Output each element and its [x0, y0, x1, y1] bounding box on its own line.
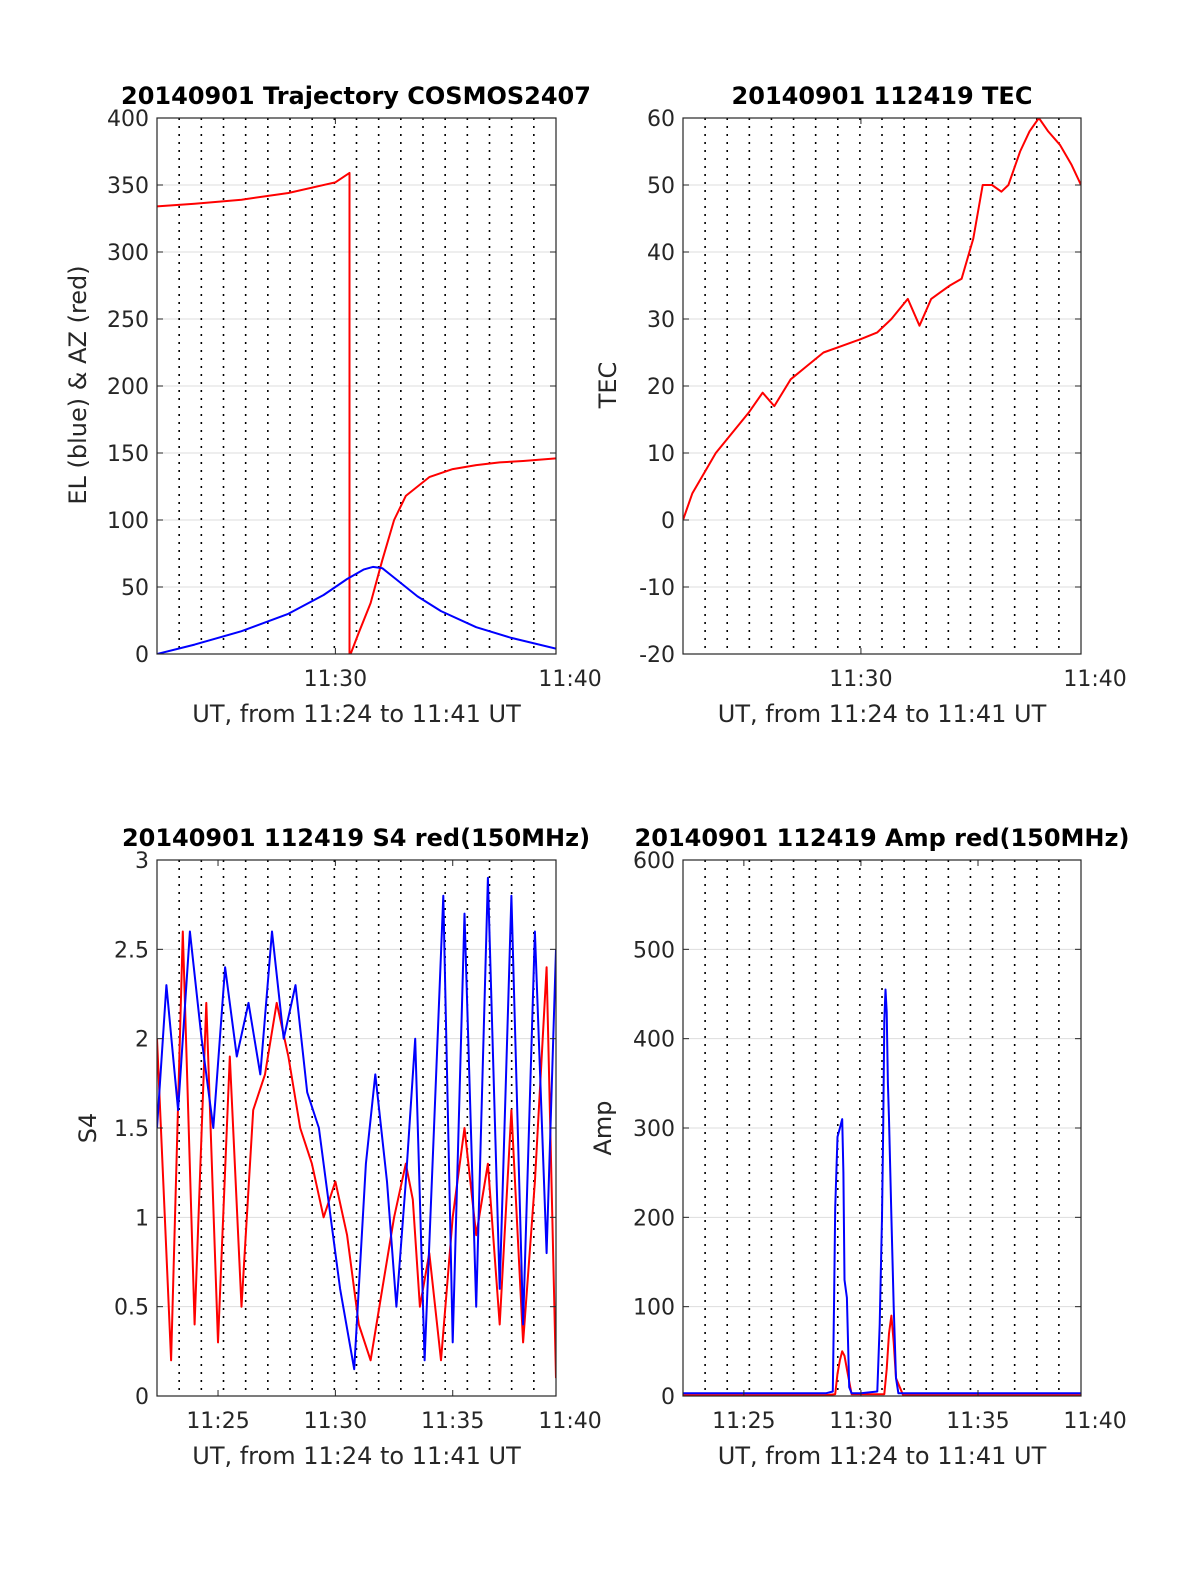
y-axis-label: S4: [74, 1113, 102, 1144]
x-axis-label: UT, from 11:24 to 11:41 UT: [192, 1442, 521, 1470]
x-tick-label: 11:30: [829, 1409, 892, 1434]
y-axis-label: TEC: [594, 362, 622, 410]
x-tick-label: 11:35: [946, 1409, 1009, 1434]
y-tick-label: 20: [647, 375, 675, 400]
x-tick-label: 11:25: [712, 1409, 775, 1434]
chart-s4: 0 0.5 1 1.5 2 2.5 3 11:25 11:30 11:35 11:40 2014090…: [74, 824, 602, 1470]
chart-title: 20140901 112419 TEC: [732, 82, 1033, 110]
y-tick-label: 300: [107, 241, 149, 266]
x-tick-label: 11:30: [829, 667, 892, 692]
chart-amp: 0 100 200 300 400 500 600 11:25 11:30 11:35 11:40 2…: [589, 824, 1129, 1470]
series-line-1: [157, 876, 556, 1371]
series-line-1: [683, 988, 1081, 1395]
x-tick-label: 11:30: [304, 1409, 367, 1434]
y-tick-label: 100: [107, 509, 149, 534]
chart-title: 20140901 112419 Amp red(150MHz): [635, 824, 1130, 852]
y-axis-label: EL (blue) & AZ (red): [64, 265, 92, 504]
y-tick-label: 0: [135, 1385, 149, 1410]
y-tick-label: 0.5: [114, 1296, 149, 1321]
y-tick-label: 100: [633, 1296, 675, 1321]
series-line-0: [683, 118, 1081, 521]
y-tick-label: 2: [135, 1028, 149, 1053]
y-tick-label: 400: [107, 107, 149, 132]
y-tick-label: 3: [135, 849, 149, 874]
series-line-0: [683, 1314, 1081, 1396]
y-tick-label: 50: [121, 576, 149, 601]
y-tick-label: 400: [633, 1028, 675, 1053]
x-axis-label: UT, from 11:24 to 11:41 UT: [192, 700, 521, 728]
y-tick-label: 1: [135, 1206, 149, 1231]
y-tick-label: 350: [107, 174, 149, 199]
series-line-0: [157, 930, 556, 1379]
y-tick-label: -20: [639, 643, 675, 668]
series-line-1: [157, 565, 556, 654]
y-tick-label: 500: [633, 938, 675, 963]
y-tick-label: 300: [633, 1117, 675, 1142]
x-tick-label: 11:40: [1063, 1409, 1126, 1434]
y-tick-label: 2.5: [114, 938, 149, 963]
chart-trajectory: 0 50 100 150 200 250 300 350 400 11:30 11:40 201409…: [64, 82, 602, 728]
x-axis-label: UT, from 11:24 to 11:41 UT: [718, 700, 1047, 728]
y-tick-label: 50: [647, 174, 675, 199]
y-tick-label: 600: [633, 849, 675, 874]
x-tick-label: 11:30: [304, 667, 367, 692]
y-tick-label: 30: [647, 308, 675, 333]
chart-tec: -20 -10 0 10 20 30 40 50 60 11:30 11:40 20140901 11…: [594, 82, 1127, 728]
series-line-0: [157, 171, 556, 654]
chart-title: 20140901 Trajectory COSMOS2407: [121, 82, 591, 110]
series-group: [157, 876, 556, 1379]
series-group: [683, 988, 1081, 1396]
x-axis-label: UT, from 11:24 to 11:41 UT: [718, 1442, 1047, 1470]
chart-title: 20140901 112419 S4 red(150MHz): [122, 824, 590, 852]
x-tick-label: 11:40: [538, 1409, 601, 1434]
y-tick-label: 10: [647, 442, 675, 467]
y-tick-label: 200: [633, 1206, 675, 1231]
y-tick-label: 0: [135, 643, 149, 668]
x-tick-label: 11:40: [538, 667, 601, 692]
y-tick-label: 60: [647, 107, 675, 132]
y-tick-label: 1.5: [114, 1117, 149, 1142]
series-group: [157, 171, 556, 654]
y-tick-label: 0: [661, 1385, 675, 1410]
y-tick-label: -10: [639, 576, 675, 601]
y-axis-label: Amp: [589, 1100, 617, 1155]
x-tick-label: 11:25: [186, 1409, 249, 1434]
y-tick-label: 250: [107, 308, 149, 333]
y-tick-label: 0: [661, 509, 675, 534]
y-tick-label: 40: [647, 241, 675, 266]
y-tick-label: 200: [107, 375, 149, 400]
x-tick-label: 11:40: [1063, 667, 1126, 692]
y-tick-label: 150: [107, 442, 149, 467]
x-tick-label: 11:35: [421, 1409, 484, 1434]
series-group: [683, 118, 1081, 521]
